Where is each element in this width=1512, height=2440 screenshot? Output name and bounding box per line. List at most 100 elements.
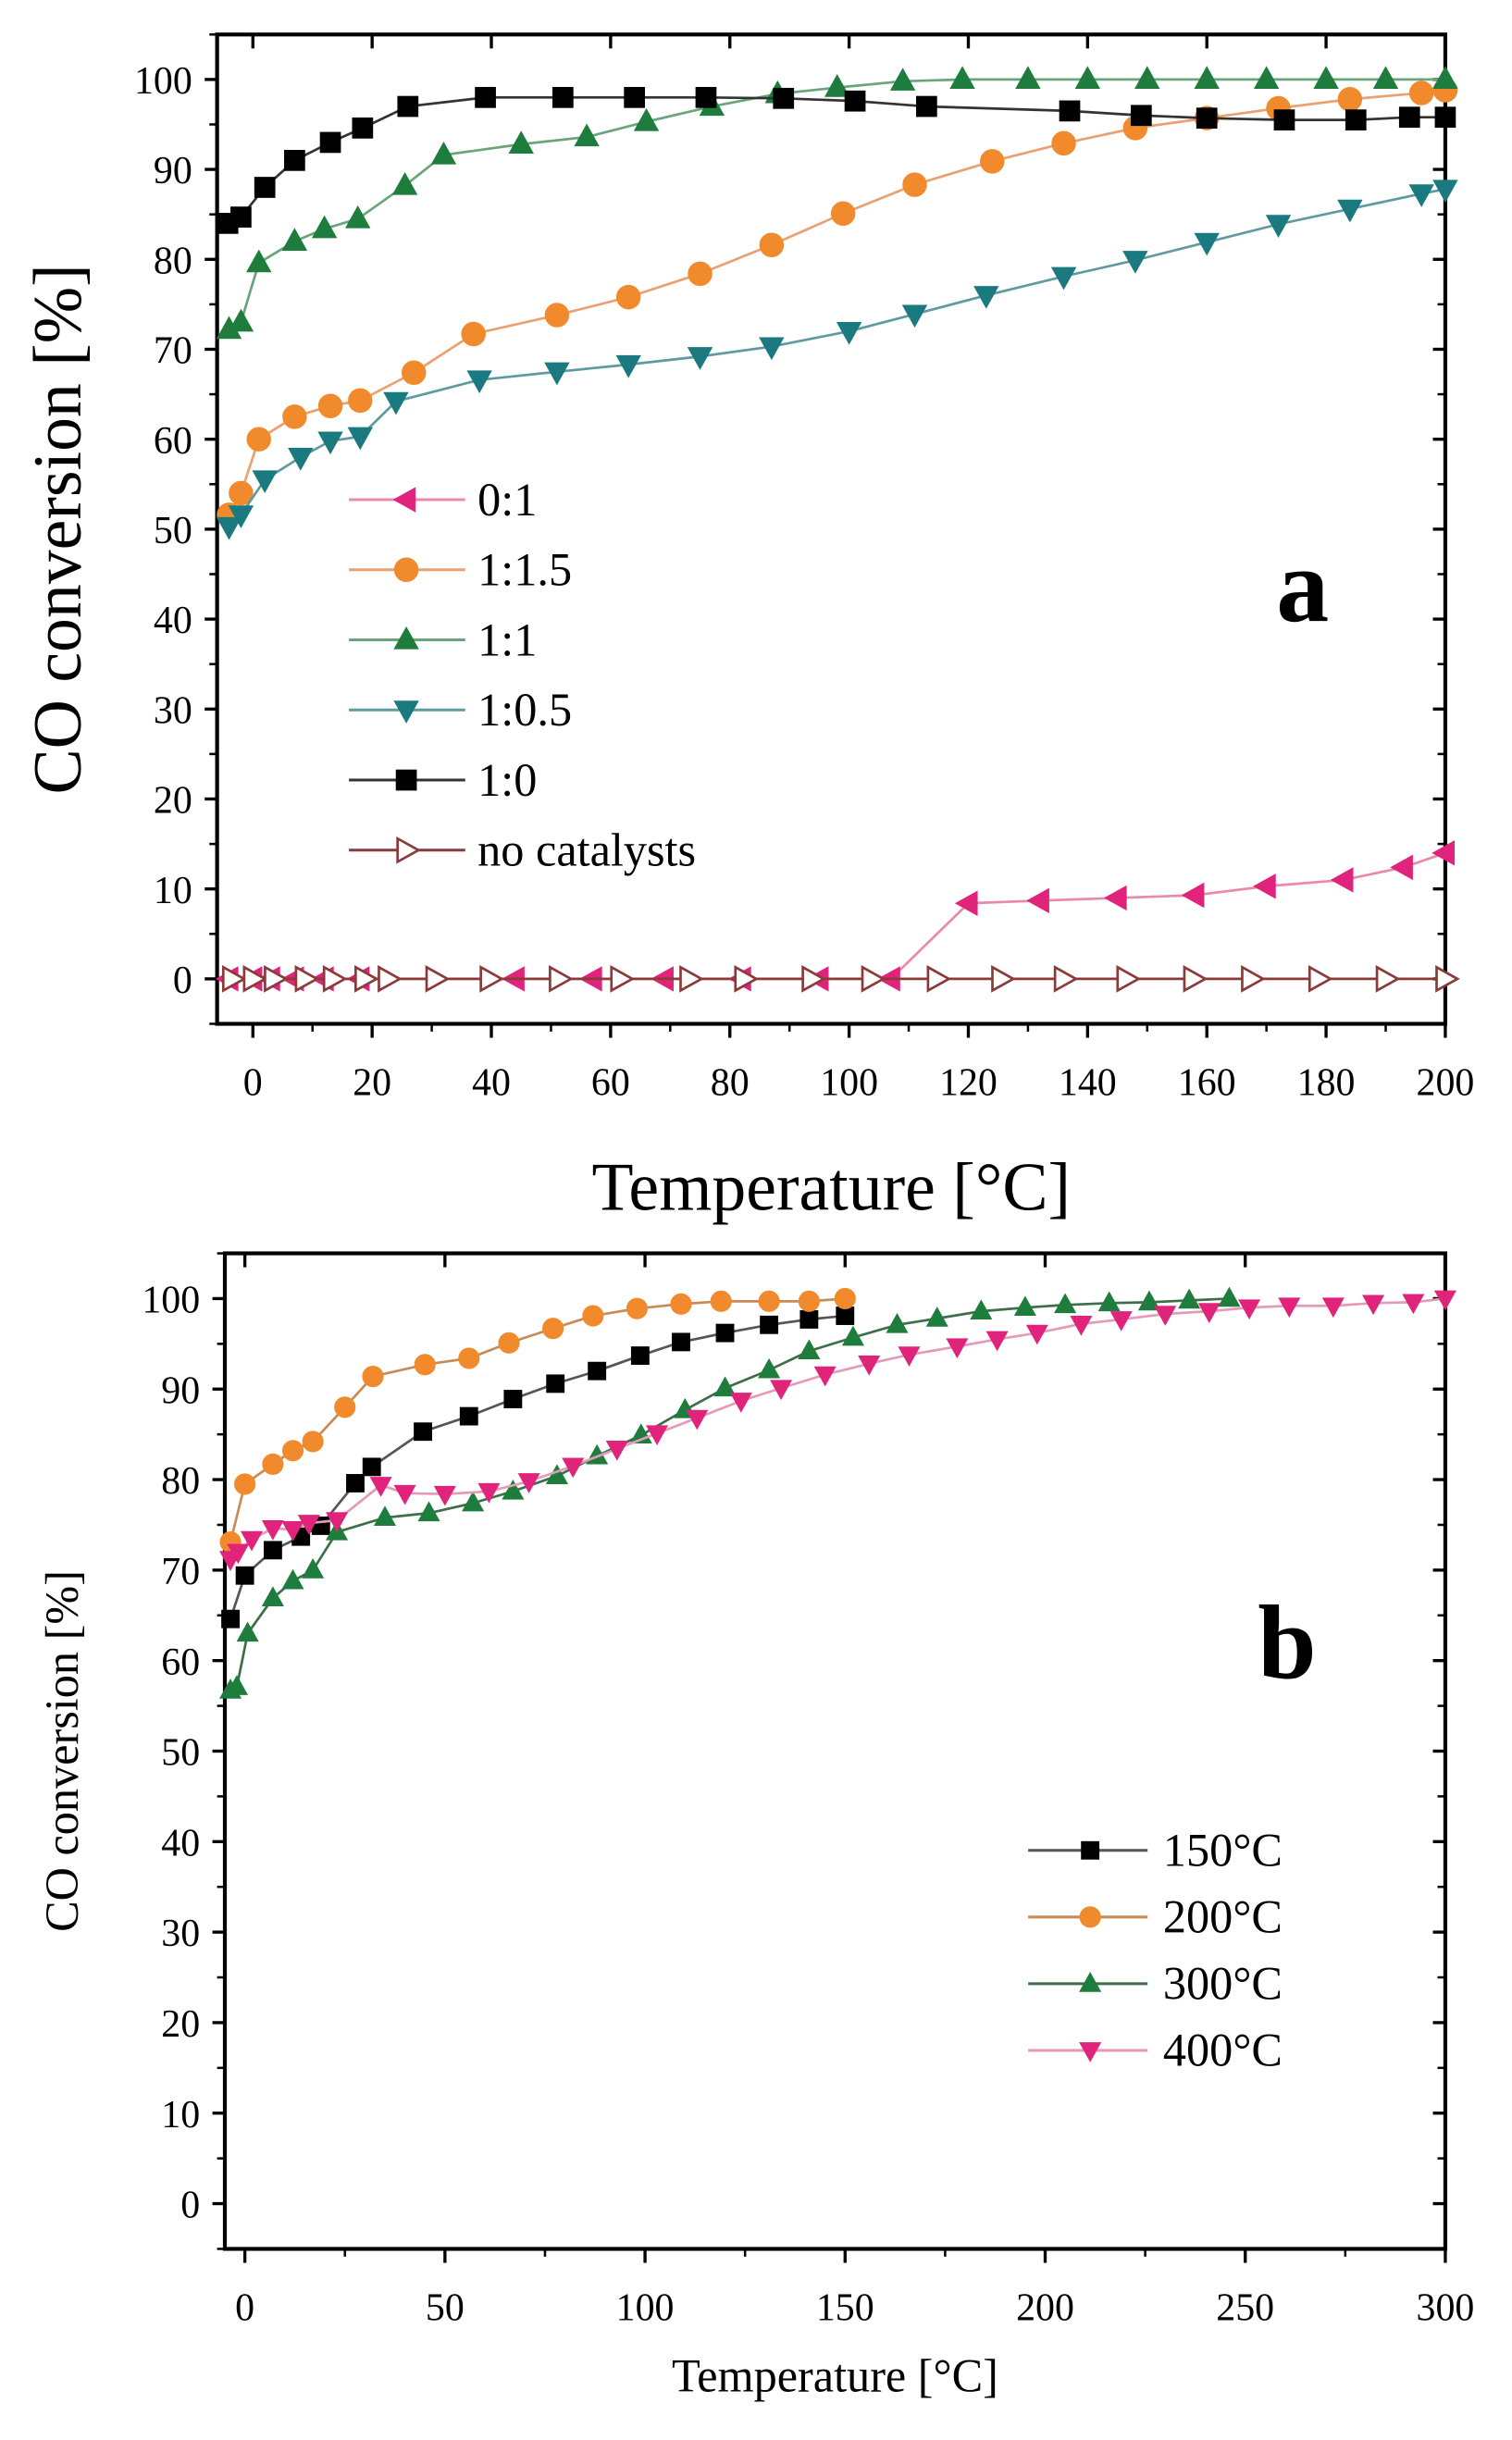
x-tick-label: 120 <box>939 1062 998 1105</box>
data-point <box>264 965 289 993</box>
data-point <box>479 965 505 993</box>
data-point <box>549 965 574 993</box>
legend-label: no catalysts <box>477 824 696 876</box>
data-point <box>679 965 704 993</box>
y-axis-label: CO conversion [%] <box>36 1570 88 1932</box>
chart-panel-b: 0 50 100 150 200 250 300 0 10 20 30 40 50 60 70 80 90 100… <box>36 1251 1474 2402</box>
data-point <box>378 965 403 993</box>
data-point <box>402 360 427 385</box>
data-point <box>1178 1288 1201 1309</box>
series-line <box>229 851 1446 981</box>
data-point <box>373 1505 397 1526</box>
data-point <box>695 86 717 108</box>
data-point <box>228 505 254 528</box>
data-point <box>1196 107 1218 130</box>
data-point <box>417 1501 440 1522</box>
data-point <box>798 1339 821 1360</box>
x-tick-label: 0 <box>243 1062 263 1105</box>
data-point <box>281 1440 304 1462</box>
data-point <box>347 427 373 451</box>
data-point <box>687 347 713 370</box>
data-point <box>1253 873 1276 899</box>
legend-entry: 300°C <box>1028 1958 1283 2010</box>
x-tick-label: 100 <box>820 1062 878 1105</box>
data-point <box>1054 1293 1077 1314</box>
y-tick-label: 30 <box>154 689 192 732</box>
data-point <box>230 206 252 228</box>
data-point <box>393 1484 416 1505</box>
data-point <box>461 321 486 347</box>
y-tick-label: 0 <box>173 960 192 1002</box>
x-tick-label: 100 <box>616 2287 675 2330</box>
y-tick-label: 90 <box>154 150 192 192</box>
data-point <box>263 1541 282 1560</box>
data-point <box>225 1675 249 1695</box>
data-point <box>1345 109 1367 130</box>
data-point <box>1432 66 1458 89</box>
data-point <box>1265 215 1292 238</box>
y-tick-label: 60 <box>154 420 192 463</box>
data-point <box>317 431 343 455</box>
data-point <box>414 1354 436 1376</box>
series-line <box>228 188 1446 527</box>
data-point <box>282 404 307 429</box>
data-point <box>1097 1291 1121 1312</box>
legend-entry: 1:0.5 <box>349 684 572 736</box>
data-point <box>348 388 373 414</box>
y-tick-label: 50 <box>161 1732 200 1775</box>
data-point <box>926 965 952 993</box>
data-point <box>288 448 314 471</box>
legend-marker <box>393 625 419 650</box>
data-point <box>508 130 534 154</box>
series-no-catalysts <box>221 965 1460 993</box>
legend-marker <box>1079 1972 1102 1992</box>
x-tick-label: 40 <box>472 1062 511 1105</box>
data-point <box>362 1365 384 1388</box>
data-point <box>221 1609 240 1629</box>
data-point <box>1015 66 1041 89</box>
data-point <box>1013 1295 1036 1317</box>
data-point <box>1070 1315 1093 1336</box>
legend-label: 400°C <box>1163 2025 1283 2076</box>
data-point <box>1375 965 1401 993</box>
series-line <box>229 1297 846 1542</box>
data-point <box>836 321 862 345</box>
data-point <box>1337 87 1363 112</box>
data-point <box>546 1374 565 1393</box>
y-tick-label: 50 <box>154 510 192 552</box>
data-point <box>773 87 795 109</box>
data-point <box>466 370 492 394</box>
data-point <box>383 391 409 415</box>
y-tick-label: 70 <box>154 330 192 373</box>
legend-marker <box>393 557 419 583</box>
data-point <box>517 1473 540 1493</box>
x-tick-label: 150 <box>816 2287 874 2330</box>
data-point <box>562 1457 585 1479</box>
data-point <box>980 149 1005 174</box>
legend-entry: 150°C <box>1028 1825 1283 1876</box>
data-point <box>605 1440 628 1461</box>
data-point <box>758 1290 780 1312</box>
data-point <box>1330 867 1354 893</box>
plot-frame <box>222 1251 1448 2251</box>
data-point <box>991 965 1016 993</box>
y-tick-label: 80 <box>161 1460 200 1503</box>
data-point <box>1398 106 1420 129</box>
data-point <box>1026 887 1049 914</box>
data-point <box>503 1390 523 1408</box>
data-point <box>1372 66 1399 89</box>
data-point <box>362 1457 381 1477</box>
data-point <box>841 1325 864 1346</box>
data-point <box>1103 885 1127 911</box>
chart-panel-a: 0 20 40 60 80 100 120 140 160 180 200 0 10 20 30 40 50 60… <box>19 32 1474 1225</box>
legend-entry: 0:1 <box>349 474 537 526</box>
legend-entry: no catalysts <box>349 824 696 876</box>
y-tick-label: 20 <box>154 780 192 823</box>
data-point <box>1238 1299 1261 1320</box>
data-point <box>824 74 850 97</box>
data-point <box>1241 965 1266 993</box>
data-point <box>630 1346 650 1365</box>
data-point <box>973 286 999 309</box>
data-point <box>1435 965 1460 993</box>
y-tick-label: 30 <box>161 1913 200 1955</box>
